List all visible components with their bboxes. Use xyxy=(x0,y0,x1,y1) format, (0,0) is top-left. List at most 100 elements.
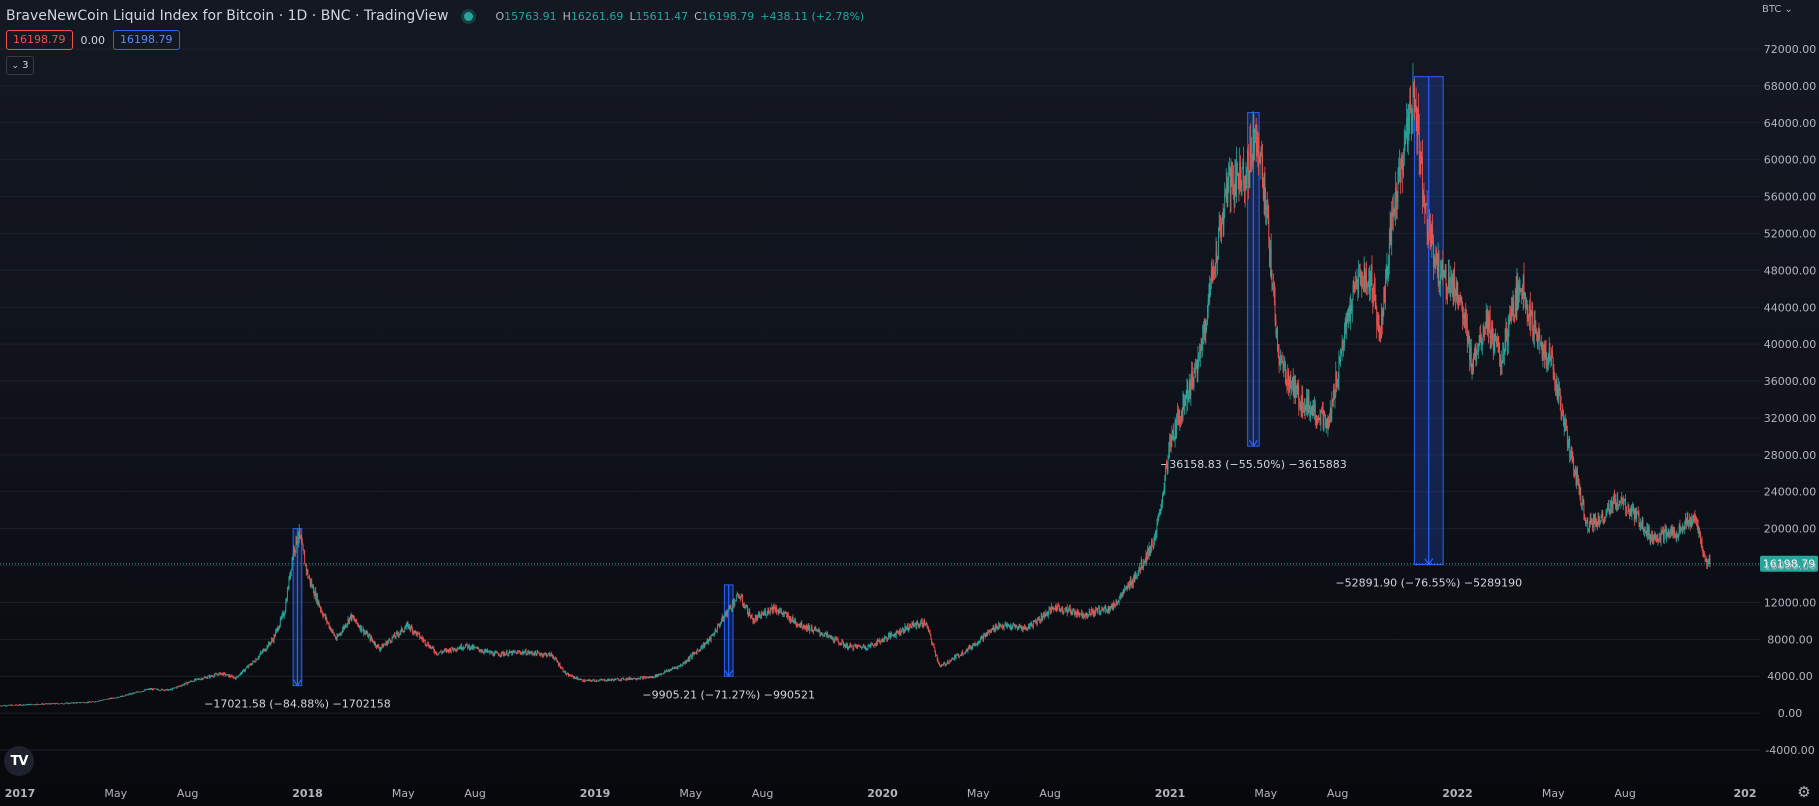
candle-body xyxy=(86,702,87,704)
candle-body xyxy=(1630,508,1632,514)
indicators-toggle-button[interactable]: ⌄ 3 xyxy=(6,56,34,75)
candle-body xyxy=(246,667,247,669)
candle-body xyxy=(995,624,997,629)
candle-body xyxy=(1047,612,1048,617)
candle-body xyxy=(147,689,149,690)
candle-body xyxy=(771,606,773,610)
candle-body xyxy=(507,654,509,656)
candle-body xyxy=(1532,309,1534,331)
candle-body xyxy=(281,615,283,619)
candle-body xyxy=(1225,185,1227,190)
candle-body xyxy=(257,657,259,659)
candle-body xyxy=(32,704,34,706)
candle-body xyxy=(858,645,860,647)
last-price-tag[interactable] xyxy=(1760,555,1818,572)
candle-body xyxy=(1652,535,1653,541)
candle-body xyxy=(1635,510,1637,519)
candle-body xyxy=(1410,100,1411,109)
tradingview-logo-icon[interactable]: TV xyxy=(4,746,34,776)
market-status-icon[interactable] xyxy=(464,11,474,21)
y-axis[interactable]: 72000.0068000.0064000.0060000.0056000.00… xyxy=(1764,43,1817,757)
candle-body xyxy=(1375,301,1377,308)
sell-price-button[interactable]: 16198.79 xyxy=(6,30,73,50)
candle-body xyxy=(500,655,502,656)
candle-body xyxy=(1611,506,1613,509)
candle-body xyxy=(1158,513,1159,521)
candle-body xyxy=(1143,562,1145,563)
candle-body xyxy=(1512,301,1514,314)
y-tick-label: 56000.00 xyxy=(1764,191,1817,204)
candle-body xyxy=(719,625,721,626)
candle-body xyxy=(553,657,555,660)
candle-body xyxy=(196,678,198,680)
candle-body xyxy=(939,665,941,667)
candle-body xyxy=(1444,268,1446,271)
candle-body xyxy=(336,635,338,640)
candle-body xyxy=(460,645,462,649)
candle-body xyxy=(1669,532,1671,535)
candle-body xyxy=(148,688,150,690)
candle-body xyxy=(996,628,998,630)
candle-body xyxy=(881,639,883,641)
candle-body xyxy=(587,679,589,681)
price-range-measure[interactable]: −52891.90 (−76.55%) −5289190 xyxy=(1335,76,1522,590)
candle-body xyxy=(265,649,267,651)
candle-body xyxy=(984,634,985,635)
candle-body xyxy=(199,679,201,681)
candle-body xyxy=(316,594,317,600)
candle-body xyxy=(1304,406,1306,410)
candle-body xyxy=(369,635,371,641)
candle-body xyxy=(796,624,798,626)
candle-body xyxy=(23,704,25,706)
candle-body xyxy=(38,703,39,705)
buy-price-button[interactable]: 16198.79 xyxy=(113,30,180,50)
candle-body xyxy=(1256,142,1258,153)
price-range-measure[interactable]: −17021.58 (−84.88%) −1702158 xyxy=(204,528,391,711)
candle-body xyxy=(1624,500,1626,502)
chart-title[interactable]: BraveNewCoin Liquid Index for Bitcoin · … xyxy=(6,8,449,24)
currency-selector[interactable]: BTC ⌄ xyxy=(1762,4,1793,15)
candle-body xyxy=(1449,287,1451,294)
candle-body xyxy=(1579,487,1581,495)
candle-body xyxy=(780,610,781,612)
gear-icon[interactable]: ⚙ xyxy=(1797,783,1811,801)
candle-body xyxy=(1054,609,1055,610)
candle-body xyxy=(1325,420,1327,428)
candle-body xyxy=(471,645,473,649)
candle-body xyxy=(1522,276,1524,300)
candle-body xyxy=(1307,399,1308,413)
candle-body xyxy=(1198,355,1200,357)
candle-body xyxy=(416,631,417,636)
candle-body xyxy=(19,704,20,706)
candle-body xyxy=(752,617,754,624)
candle-body xyxy=(617,678,618,680)
candle-body xyxy=(1262,188,1264,199)
candle-body xyxy=(123,696,124,697)
candle-body xyxy=(910,624,911,627)
candle-body xyxy=(105,699,107,700)
candle-body xyxy=(390,640,391,642)
candle-body xyxy=(1517,282,1519,307)
candle-body xyxy=(645,677,647,679)
candle-body xyxy=(388,639,390,641)
candle-body xyxy=(622,677,624,679)
candle-body xyxy=(1068,609,1070,610)
price-range-measure[interactable]: −9905.21 (−71.27%) −990521 xyxy=(642,584,815,701)
candle-body xyxy=(517,651,519,653)
candle-body xyxy=(1090,613,1092,615)
candle-body xyxy=(3,705,5,707)
candle-body xyxy=(761,613,763,615)
candle-body xyxy=(1107,606,1109,611)
candle-body xyxy=(897,631,899,633)
candle-body xyxy=(1508,319,1510,328)
candle-body xyxy=(1020,627,1022,628)
candle-body xyxy=(1292,377,1294,387)
x-axis[interactable]: 2017 May Aug 2018 May Aug 2019 May Aug 2020 May Aug… xyxy=(5,787,1757,800)
candle-body xyxy=(60,703,61,704)
candle-body xyxy=(1540,341,1541,343)
candle-body xyxy=(1151,541,1152,550)
candle-body xyxy=(1114,603,1115,606)
candle-body xyxy=(159,690,161,691)
candle-body xyxy=(732,601,734,603)
